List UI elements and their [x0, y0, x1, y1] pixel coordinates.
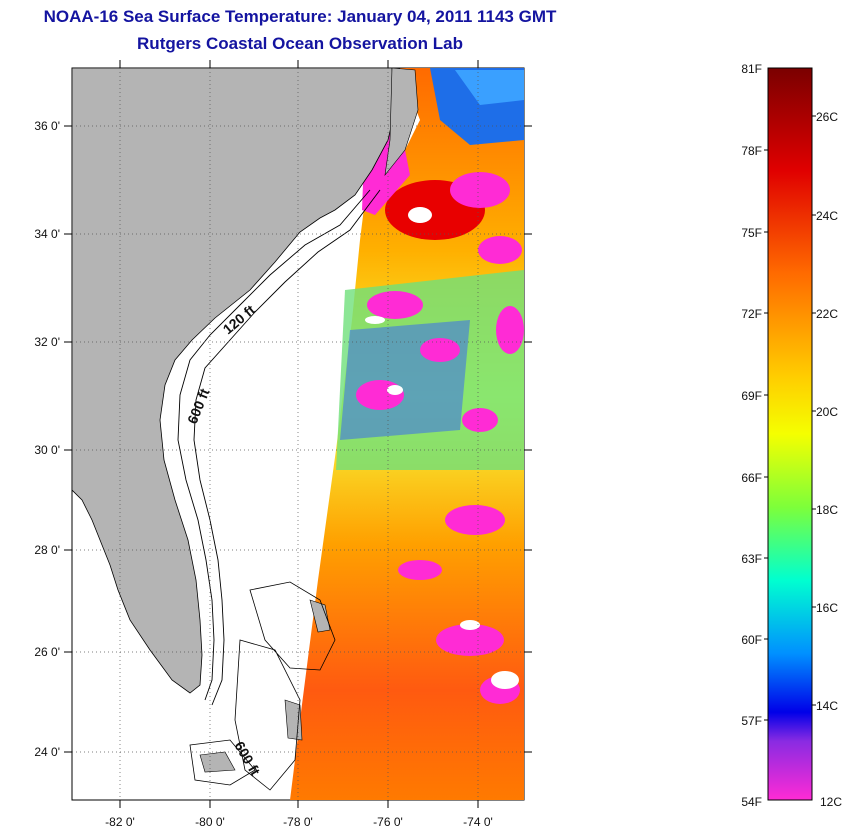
contour-600ft [193, 189, 381, 706]
colorbar-f-63: 63F [741, 552, 762, 566]
lat-label-32: 32 0' [34, 335, 60, 349]
colorbar-f-75: 75F [741, 226, 762, 240]
colorbar-c-22: 22C [816, 307, 838, 321]
lat-label-26: 26 0' [34, 645, 60, 659]
lon-label-82: -82 0' [105, 815, 135, 829]
colorbar-f-81: 81F [741, 62, 762, 76]
graticule [72, 68, 524, 800]
map-subtitle: Rutgers Coastal Ocean Observation Lab [137, 34, 463, 53]
cloud-patch [408, 207, 432, 223]
lat-label-28: 28 0' [34, 543, 60, 557]
land-outer-banks [384, 68, 419, 177]
axis-ticks [64, 60, 532, 808]
colorbar-f-54: 54F [741, 795, 762, 809]
colorbar-f-66: 66F [741, 471, 762, 485]
colorbar-c-14: 14C [816, 699, 838, 713]
colorbar-f-ticks [764, 149, 768, 721]
land-mainland [72, 68, 396, 694]
lat-label-24: 24 0' [34, 745, 60, 759]
colorbar-f-60: 60F [741, 633, 762, 647]
colorbar-c-12: 12C [820, 795, 842, 809]
colorbar-f-72: 72F [741, 307, 762, 321]
colorbar-c-24: 24C [816, 209, 838, 223]
lon-label-78: -78 0' [283, 815, 313, 829]
colorbar-f-78: 78F [741, 144, 762, 158]
colorbar-c-26: 26C [816, 110, 838, 124]
lat-label-34: 34 0' [34, 227, 60, 241]
colorbar-c-18: 18C [816, 503, 838, 517]
colorbar-c-ticks [812, 115, 816, 706]
cloud-white-patches [365, 316, 519, 689]
cold-water-area-light [455, 70, 524, 105]
lon-label-74: -74 0' [463, 815, 493, 829]
colorbar-c-16: 16C [816, 601, 838, 615]
land-bahamas [199, 599, 331, 773]
contour-120ft [177, 189, 371, 701]
lon-label-80: -80 0' [195, 815, 225, 829]
colorbar-f-57: 57F [741, 714, 762, 728]
blue-patch [340, 320, 470, 440]
color-bar [767, 67, 813, 801]
colorbar-f-69: 69F [741, 389, 762, 403]
lat-label-30: 30 0' [34, 443, 60, 457]
lon-label-76: -76 0' [373, 815, 403, 829]
lat-label-36: 36 0' [34, 119, 60, 133]
colorbar-c-20: 20C [816, 405, 838, 419]
map-title: NOAA-16 Sea Surface Temperature: January… [43, 7, 557, 26]
contour-bahamas [189, 581, 336, 791]
